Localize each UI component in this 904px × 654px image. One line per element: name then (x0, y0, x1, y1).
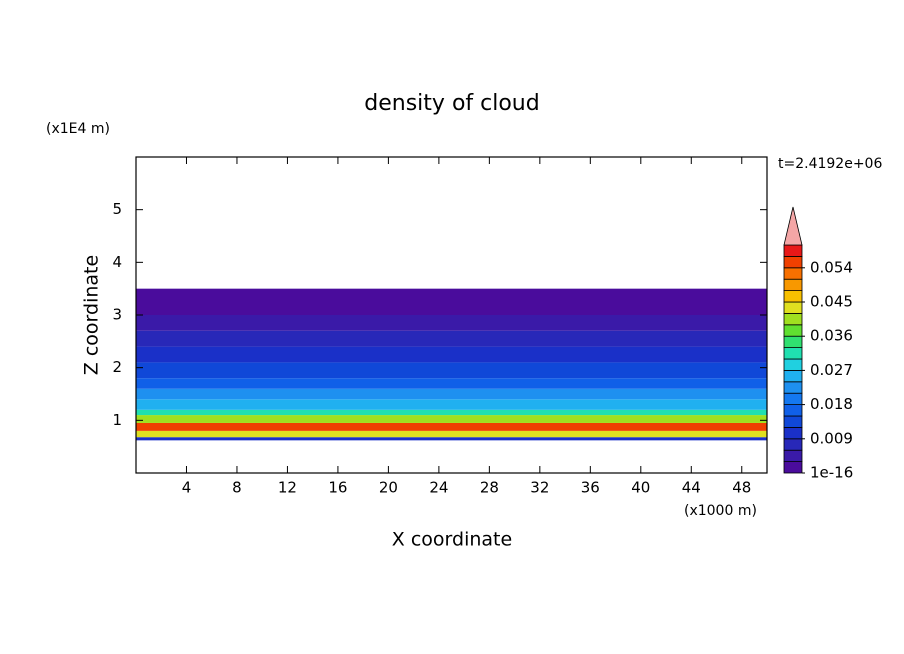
contour-band (136, 422, 767, 431)
colorbar-label: 0.018 (810, 395, 853, 413)
contour-band (136, 362, 767, 379)
colorbar-box (783, 392, 803, 406)
contour-band (136, 415, 767, 423)
contour-band (136, 409, 767, 416)
colorbar-extend (783, 206, 803, 246)
colorbar-box (783, 335, 803, 349)
x-tick-label: 36 (581, 479, 600, 497)
colorbar-box (783, 426, 803, 440)
x-tick-label: 48 (732, 479, 751, 497)
x-tick-label: 8 (232, 479, 242, 497)
x-axis-title: X coordinate (392, 529, 512, 551)
colorbar-box (783, 449, 803, 463)
x-tick-label: 40 (631, 479, 650, 497)
x-tick-label: 32 (530, 479, 549, 497)
colorbar-box (783, 290, 803, 303)
colorbar-box (783, 347, 803, 360)
contour-band (136, 288, 767, 315)
chart-title: density of cloud (364, 91, 539, 116)
colorbar-box (783, 301, 803, 314)
annotation: t=2.4192e+06 (778, 156, 882, 172)
colorbar-box (783, 358, 803, 371)
colorbar-label: 0.027 (810, 361, 853, 379)
contour-band (136, 399, 767, 410)
colorbar-box (783, 312, 803, 326)
field (136, 288, 767, 441)
colorbar-label: 1e-16 (810, 464, 853, 482)
x-tick-label: 24 (429, 479, 448, 497)
contour-band (136, 430, 767, 438)
colorbar-box (783, 255, 803, 269)
colorbar-label: 0.054 (810, 258, 853, 276)
colorbar-box (783, 267, 803, 280)
x-tick-label: 20 (379, 479, 398, 497)
colorbar-box (783, 404, 803, 417)
colorbar-box (783, 461, 803, 474)
colorbar-box (783, 324, 803, 337)
contour-band (136, 346, 767, 363)
y-tick-label: 5 (112, 200, 122, 218)
colorbar-label: 0.036 (810, 327, 853, 345)
y-tick-label: 3 (112, 306, 122, 324)
colorbar-box (783, 244, 803, 257)
y-axis-title: Z coordinate (81, 255, 103, 375)
x-tick-label: 16 (328, 479, 347, 497)
y-tick-label: 4 (112, 253, 122, 271)
colorbar-box (783, 369, 803, 383)
colorbar-label: 0.009 (810, 429, 853, 447)
x-tick-label: 4 (182, 479, 192, 497)
colorbar-box (783, 438, 803, 451)
x-tick-label: 28 (480, 479, 499, 497)
contour-band (136, 378, 767, 389)
colorbar-box (783, 415, 803, 428)
y-tick-label: 2 (112, 358, 122, 376)
contour-band (136, 437, 767, 441)
y-tick-label: 1 (112, 411, 122, 429)
colorbar-label: 0.045 (810, 293, 853, 311)
x-tick-label: 44 (682, 479, 701, 497)
colorbar-box (783, 278, 803, 292)
x-tick-label: 12 (278, 479, 297, 497)
contour-band (136, 315, 767, 331)
contour-band (136, 330, 767, 347)
y-unit: (x1E4 m) (46, 121, 110, 137)
colorbar-box (783, 381, 803, 394)
x-unit: (x1000 m) (684, 503, 757, 519)
contour-band (136, 388, 767, 400)
